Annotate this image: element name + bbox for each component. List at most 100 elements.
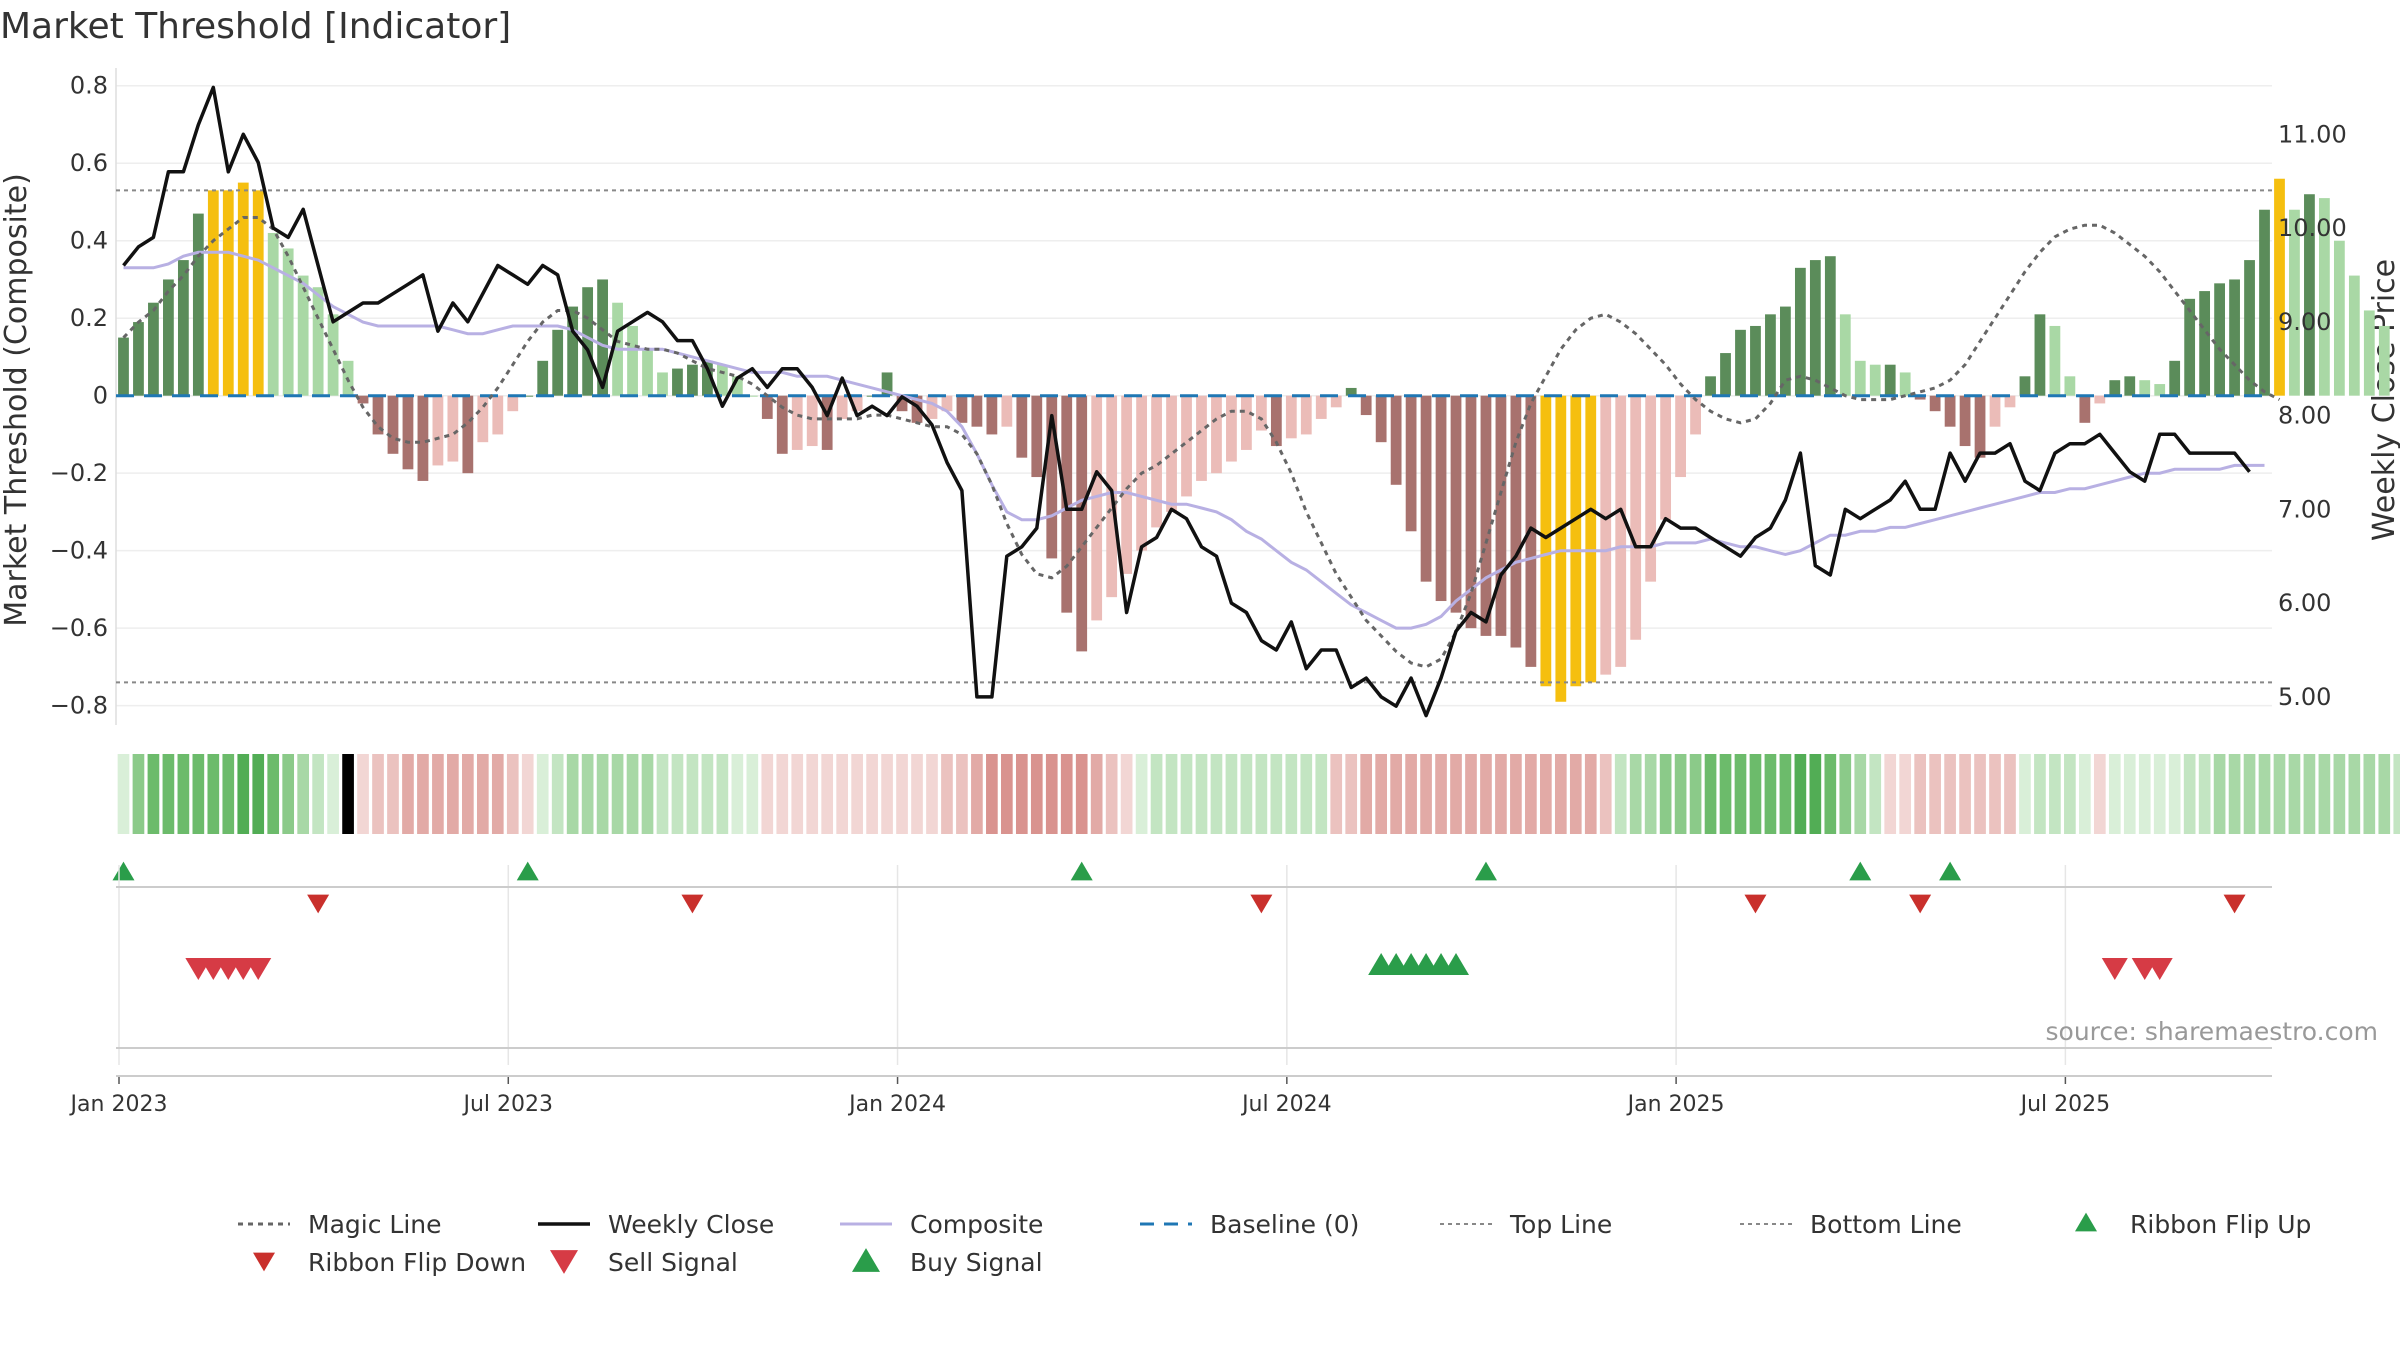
threshold-bar bbox=[1854, 360, 1866, 396]
left-tick-label: −0.8 bbox=[50, 692, 108, 720]
left-tick-label: −0.6 bbox=[50, 614, 108, 642]
ribbon-cell bbox=[1914, 754, 1926, 834]
legend-swatch-flip-up bbox=[2075, 1212, 2097, 1232]
ribbon-cell bbox=[1584, 754, 1597, 834]
threshold-bar bbox=[1974, 395, 1986, 458]
threshold-bar bbox=[821, 395, 833, 450]
ribbon-cell bbox=[626, 754, 639, 834]
ribbon-band bbox=[117, 754, 2400, 834]
threshold-bar bbox=[1345, 387, 1357, 396]
ribbon-cell bbox=[387, 754, 399, 834]
ribbon-cell bbox=[1330, 754, 1343, 834]
threshold-bar bbox=[911, 395, 923, 423]
threshold-bar bbox=[148, 302, 159, 396]
ribbon-cell bbox=[2213, 754, 2226, 834]
right-axis-title: Weekly Close Price bbox=[2367, 259, 2400, 541]
threshold-bar bbox=[1510, 395, 1522, 648]
ribbon-cell bbox=[1659, 754, 1672, 834]
x-tick-label: Jul 2023 bbox=[462, 1092, 554, 1117]
threshold-bar bbox=[2199, 291, 2211, 396]
x-tick-label: Jan 2023 bbox=[69, 1092, 168, 1117]
threshold-bar bbox=[1690, 395, 1701, 435]
threshold-bar bbox=[1016, 395, 1028, 458]
threshold-bar bbox=[1615, 395, 1627, 667]
ribbon-flip-up-marker bbox=[1939, 861, 1962, 881]
threshold-bar bbox=[1750, 325, 1761, 396]
threshold-bars bbox=[118, 178, 2390, 702]
ribbon-flip-down-marker bbox=[1744, 894, 1767, 914]
threshold-bar bbox=[1914, 395, 1926, 400]
threshold-bar bbox=[177, 260, 189, 396]
legend-swatch-flip-down bbox=[253, 1252, 275, 1272]
threshold-bar bbox=[537, 360, 549, 396]
signal-markers bbox=[185, 952, 2173, 981]
ribbon-cell bbox=[132, 754, 145, 834]
threshold-bar bbox=[926, 395, 938, 419]
ribbon-cell bbox=[1974, 754, 1986, 834]
ribbon-cell bbox=[1270, 754, 1283, 834]
ribbon-cell bbox=[1180, 754, 1193, 834]
threshold-bar bbox=[851, 395, 863, 412]
ribbon-cell bbox=[1510, 754, 1522, 834]
ribbon-flip-up-marker bbox=[1474, 861, 1497, 881]
ribbon-cell bbox=[1375, 754, 1387, 834]
ribbon-cell bbox=[1225, 754, 1238, 834]
threshold-bar bbox=[1660, 395, 1672, 520]
ribbon-cell bbox=[252, 754, 265, 834]
ribbon-cell bbox=[1120, 754, 1133, 834]
right-tick-label: 8.00 bbox=[2278, 402, 2331, 430]
right-tick-label: 7.00 bbox=[2278, 495, 2331, 523]
legend-label: Top Line bbox=[1509, 1210, 1612, 1239]
right-tick-label: 6.00 bbox=[2278, 589, 2331, 617]
threshold-bar bbox=[163, 279, 174, 396]
ribbon-cell bbox=[1285, 754, 1298, 834]
right-tick-label: 9.00 bbox=[2278, 308, 2331, 336]
ribbon-cell bbox=[1030, 754, 1043, 834]
ribbon-cell bbox=[402, 754, 414, 834]
ribbon-cell bbox=[731, 754, 744, 834]
ribbon-cell bbox=[1090, 754, 1103, 834]
threshold-bar bbox=[2019, 376, 2031, 396]
ribbon-cell bbox=[1779, 754, 1792, 834]
ribbon-cell bbox=[2019, 754, 2031, 834]
ribbon-cell bbox=[357, 754, 369, 834]
threshold-bar bbox=[597, 279, 608, 396]
threshold-bar bbox=[657, 372, 668, 396]
ribbon-cell bbox=[1195, 754, 1208, 834]
x-axis-ticks: Jan 2023 Jul 2023 Jan 2024 Jul 2024 Jan 2025… bbox=[69, 865, 2272, 1117]
threshold-bar bbox=[1959, 395, 1971, 447]
threshold-bar bbox=[2169, 360, 2181, 396]
ribbon-cell bbox=[1569, 754, 1582, 834]
ribbon-cell bbox=[342, 754, 354, 834]
ribbon-cell bbox=[1525, 754, 1537, 834]
threshold-bar bbox=[1226, 395, 1237, 462]
ribbon-cell bbox=[1689, 754, 1702, 834]
ribbon-cell bbox=[1495, 754, 1507, 834]
ribbon-flip-down-marker bbox=[2223, 894, 2246, 914]
threshold-bar bbox=[2079, 395, 2091, 423]
ribbon-cell bbox=[1420, 754, 1432, 834]
left-tick-label: 0 bbox=[93, 382, 108, 410]
threshold-bar bbox=[267, 232, 279, 396]
ribbon-cell bbox=[2363, 754, 2376, 834]
ribbon-cell bbox=[551, 754, 564, 834]
ribbon-cell bbox=[222, 754, 235, 834]
ribbon-cell bbox=[2153, 754, 2166, 834]
ribbon-cell bbox=[1764, 754, 1777, 834]
chart-title: Market Threshold [Indicator] bbox=[0, 6, 511, 47]
threshold-bar bbox=[1735, 329, 1746, 396]
ribbon-cell bbox=[1315, 754, 1328, 834]
ribbon-cell bbox=[581, 754, 594, 834]
threshold-bar bbox=[1884, 364, 1896, 396]
legend-label: Composite bbox=[910, 1210, 1043, 1239]
ribbon-cell bbox=[896, 754, 908, 834]
ribbon-cell bbox=[1854, 754, 1867, 834]
threshold-bar bbox=[761, 395, 773, 419]
threshold-bar bbox=[1121, 395, 1133, 574]
ribbon-cell bbox=[1719, 754, 1732, 834]
ribbon-cell bbox=[2393, 754, 2400, 834]
ribbon-cell bbox=[1959, 754, 1971, 834]
ribbon-cell bbox=[2138, 754, 2151, 834]
ribbon-flip-down-marker bbox=[1909, 894, 1932, 914]
ribbon-cell bbox=[1435, 754, 1447, 834]
